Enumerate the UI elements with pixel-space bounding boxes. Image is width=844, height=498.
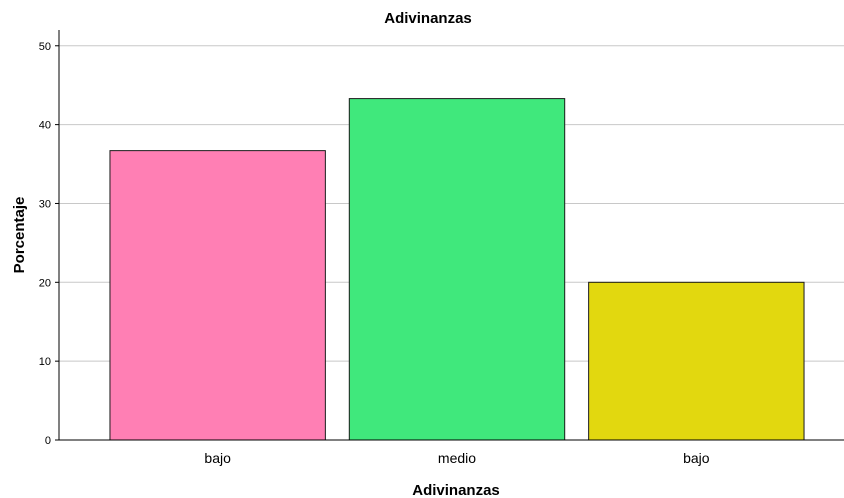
x-axis-title: Adivinanzas [412, 482, 500, 498]
bar-medio-2 [348, 98, 566, 441]
y-tick-label: 10 [39, 356, 51, 368]
y-tick-label: 0 [45, 435, 51, 447]
bar-bajo-3 [588, 281, 805, 441]
y-tick-label: 20 [39, 277, 51, 289]
chart-title: Adivinanzas [384, 10, 472, 27]
x-category-label: bajo [204, 450, 231, 466]
y-axis-title: Porcentaje [11, 197, 28, 274]
x-category-label: medio [438, 450, 476, 466]
y-axis-ticks: 0 10 20 30 40 50 [39, 41, 59, 447]
y-tick-label: 30 [39, 198, 51, 210]
y-tick-label: 40 [39, 120, 51, 132]
x-category-label: bajo [683, 450, 710, 466]
bar-bajo-1 [109, 150, 326, 441]
y-tick-label: 50 [39, 41, 51, 53]
bars [109, 98, 805, 441]
x-axis-category-labels: bajo medio bajo [204, 450, 709, 466]
